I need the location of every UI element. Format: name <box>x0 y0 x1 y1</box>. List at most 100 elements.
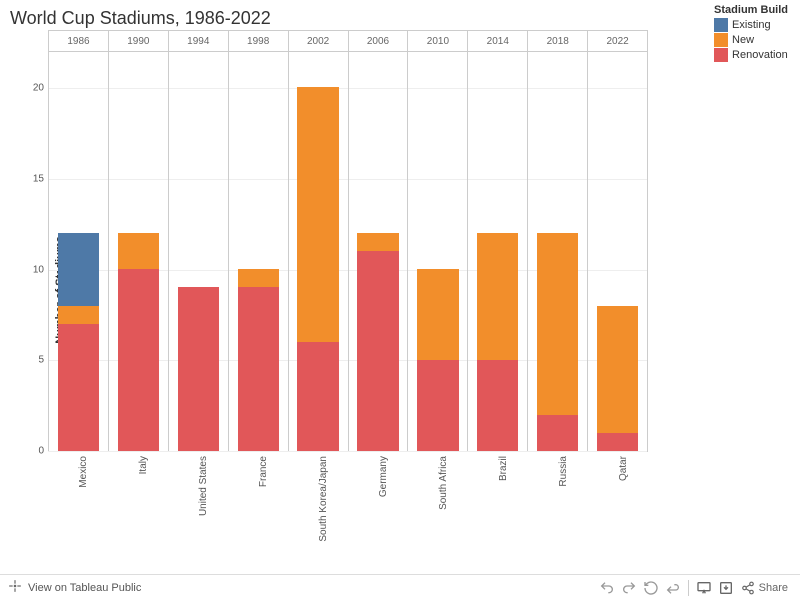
legend-label: New <box>732 34 754 46</box>
year-header: 1994 <box>169 31 229 51</box>
bar-segment-renovation[interactable] <box>238 287 279 451</box>
bar-column <box>228 52 288 451</box>
bar-segment-renovation[interactable] <box>477 360 518 451</box>
legend-swatch <box>714 48 728 62</box>
plot-area: 05101520 <box>48 52 648 452</box>
x-label-cell: South Korea/Japan <box>288 452 348 547</box>
x-axis-label: Qatar <box>618 456 629 481</box>
y-tick-label: 0 <box>24 446 44 457</box>
x-axis-label: Mexico <box>78 456 89 488</box>
year-header: 1998 <box>229 31 289 51</box>
bar[interactable] <box>597 306 638 451</box>
year-header: 2022 <box>588 31 648 51</box>
chart-title: World Cup Stadiums, 1986-2022 <box>10 8 271 29</box>
bar-segment-renovation[interactable] <box>297 342 338 451</box>
bar[interactable] <box>417 269 458 451</box>
x-label-cell: Italy <box>108 452 168 547</box>
view-on-tableau-link[interactable]: View on Tableau Public <box>8 579 141 596</box>
bar[interactable] <box>178 287 219 451</box>
bar-column <box>467 52 527 451</box>
x-label-cell: Brazil <box>468 452 528 547</box>
x-label-cell: Germany <box>348 452 408 547</box>
bar-segment-renovation[interactable] <box>537 415 578 451</box>
x-axis-label: France <box>258 456 269 487</box>
bar-segment-new[interactable] <box>477 233 518 360</box>
bar-segment-renovation[interactable] <box>597 433 638 451</box>
year-header: 1986 <box>48 31 109 51</box>
bar-segment-existing[interactable] <box>58 233 99 306</box>
legend-item[interactable]: New <box>714 33 788 47</box>
tableau-toolbar: View on Tableau Public Share <box>0 574 800 600</box>
legend-item[interactable]: Renovation <box>714 48 788 62</box>
view-on-tableau-label: View on Tableau Public <box>28 582 141 594</box>
year-header: 2002 <box>289 31 349 51</box>
bar-segment-new[interactable] <box>537 233 578 415</box>
bar[interactable] <box>238 269 279 451</box>
bar-segment-new[interactable] <box>597 306 638 433</box>
replay-button[interactable] <box>640 577 662 599</box>
year-header: 2010 <box>408 31 468 51</box>
bar-column <box>587 52 647 451</box>
legend-label: Renovation <box>732 49 788 61</box>
bar[interactable] <box>477 233 518 451</box>
bar-column <box>108 52 168 451</box>
legend-items: Existing New Renovation <box>714 18 788 62</box>
bar[interactable] <box>537 233 578 451</box>
bar[interactable] <box>118 233 159 451</box>
share-button[interactable]: Share <box>737 577 792 599</box>
bar-segment-new[interactable] <box>357 233 398 251</box>
y-tick-label: 20 <box>24 83 44 94</box>
bar-segment-renovation[interactable] <box>417 360 458 451</box>
legend-title: Stadium Build <box>714 4 788 16</box>
bar-column <box>288 52 348 451</box>
x-axis-label: Germany <box>378 456 389 497</box>
x-axis-label: Brazil <box>498 456 509 481</box>
bar-segment-renovation[interactable] <box>178 287 219 451</box>
x-label-cell: United States <box>168 452 228 547</box>
x-label-cell: France <box>228 452 288 547</box>
legend-item[interactable]: Existing <box>714 18 788 32</box>
year-header: 2006 <box>349 31 409 51</box>
x-label-cell: Mexico <box>48 452 108 547</box>
x-axis-label: Russia <box>558 456 569 487</box>
bar-segment-renovation[interactable] <box>357 251 398 451</box>
x-axis-label: South Africa <box>438 456 449 510</box>
y-tick-label: 15 <box>24 173 44 184</box>
bar-segment-new[interactable] <box>238 269 279 287</box>
x-label-cell: Qatar <box>588 452 648 547</box>
legend-swatch <box>714 33 728 47</box>
undo-button[interactable] <box>596 577 618 599</box>
x-axis-label: Italy <box>138 456 149 474</box>
share-label: Share <box>759 582 788 594</box>
download-button[interactable] <box>715 577 737 599</box>
bar-segment-renovation[interactable] <box>58 324 99 451</box>
year-header: 2018 <box>528 31 588 51</box>
bar-column <box>527 52 587 451</box>
bar-segment-new[interactable] <box>58 306 99 324</box>
bar[interactable] <box>297 87 338 451</box>
y-tick-label: 10 <box>24 264 44 275</box>
legend: Stadium Build Existing New Renovation <box>714 4 788 63</box>
bar-segment-new[interactable] <box>118 233 159 269</box>
bar-segment-new[interactable] <box>417 269 458 360</box>
x-axis-labels: Mexico Italy United States France South Kore… <box>48 452 648 547</box>
x-axis-label: South Korea/Japan <box>318 456 329 542</box>
year-header: 1990 <box>109 31 169 51</box>
redo-button[interactable] <box>618 577 640 599</box>
x-label-cell: South Africa <box>408 452 468 547</box>
legend-swatch <box>714 18 728 32</box>
tableau-logo-icon <box>8 579 22 596</box>
bar-column <box>48 52 108 451</box>
bar-column <box>348 52 408 451</box>
toolbar-separator <box>688 580 689 596</box>
x-axis-label: United States <box>198 456 209 516</box>
bar-segment-renovation[interactable] <box>118 269 159 451</box>
chart-area: Number of Stadiums 198619901994199820022… <box>48 30 648 550</box>
bar-segment-new[interactable] <box>297 87 338 342</box>
presentation-button[interactable] <box>693 577 715 599</box>
x-label-cell: Russia <box>528 452 588 547</box>
bar[interactable] <box>357 233 398 451</box>
bar[interactable] <box>58 233 99 451</box>
revert-button[interactable] <box>662 577 684 599</box>
year-header: 2014 <box>468 31 528 51</box>
